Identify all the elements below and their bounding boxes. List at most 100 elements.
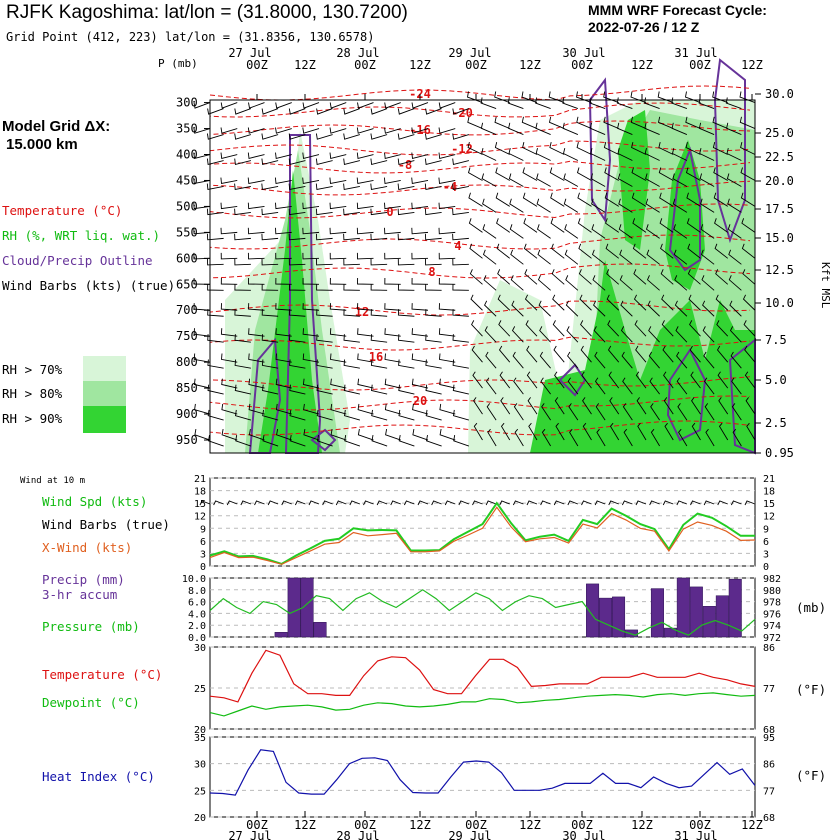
upper-wind-barb	[646, 275, 660, 291]
cloud-outline-8	[310, 428, 337, 452]
upper-wind-barb	[704, 403, 715, 421]
upper-wind-barb	[537, 275, 551, 291]
upper-wind-barb	[193, 202, 211, 210]
upper-wind-barb	[468, 192, 483, 207]
surface-wind-barb	[226, 500, 238, 506]
cloud-outline-2	[588, 77, 612, 223]
upper-wind-barb	[685, 141, 701, 155]
wind-panel-left-tick-label: 3	[200, 549, 206, 560]
upper-wind-barb	[481, 173, 497, 187]
upper-wind-barb	[357, 378, 374, 389]
upper-wind-barb	[220, 177, 238, 185]
upper-wind-barb	[438, 177, 456, 185]
xsec-frame	[209, 99, 756, 454]
upper-wind-barb	[569, 428, 579, 447]
upper-wind-barb	[471, 320, 483, 337]
upper-wind-barb	[330, 403, 347, 415]
upper-wind-barb	[452, 258, 469, 266]
upper-wind-barb	[594, 351, 606, 369]
temperature-contour-4	[209, 160, 751, 174]
upper-wind-barb	[536, 198, 551, 213]
upper-wind-barb	[316, 435, 333, 447]
upper-wind-barb	[617, 147, 633, 161]
upper-wind-barb	[356, 127, 374, 134]
top-day-label: 28 Jul	[336, 46, 379, 60]
upper-wind-barb	[288, 158, 306, 165]
upper-wind-barb	[716, 345, 729, 363]
upper-wind-barb	[289, 409, 306, 421]
upper-wind-barb	[700, 249, 715, 265]
precip-bar	[650, 588, 664, 638]
upper-wind-barb	[303, 403, 320, 415]
upper-wind-barb	[635, 371, 647, 389]
upper-wind-barb	[508, 147, 524, 161]
upper-wind-barb	[608, 371, 620, 389]
temperature-contour-label: -8	[398, 158, 412, 172]
surface-wind-barb	[403, 500, 415, 506]
upper-wind-barb	[648, 351, 660, 369]
upper-wind-barb	[397, 108, 415, 115]
upper-wind-barb	[235, 409, 251, 421]
upper-wind-barb	[206, 208, 224, 216]
upper-wind-barb	[728, 275, 742, 291]
upper-wind-barb	[248, 102, 265, 109]
upper-wind-barb	[193, 378, 211, 389]
upper-wind-barb	[703, 351, 715, 369]
upper-wind-barb	[535, 147, 551, 161]
upper-wind-barb	[703, 377, 715, 395]
height-tick-label: 20.0	[765, 174, 794, 188]
upper-wind-barb	[424, 208, 442, 216]
upper-wind-barb	[631, 167, 647, 181]
upper-wind-barb	[484, 326, 497, 343]
upper-wind-barb	[397, 208, 415, 216]
upper-wind-barb	[567, 377, 579, 395]
upper-wind-barb	[193, 328, 211, 337]
temperature-contour-11	[209, 376, 751, 391]
upper-wind-barb	[659, 218, 674, 233]
height-tick-label: 25.0	[765, 126, 794, 140]
upper-wind-barb	[193, 127, 211, 134]
legend-rh70-swatch	[83, 356, 126, 381]
upper-wind-barb	[398, 334, 415, 343]
upper-wind-barb	[535, 97, 551, 110]
upper-wind-barb	[343, 334, 360, 343]
upper-wind-barb	[605, 243, 620, 259]
upper-wind-barb	[302, 177, 320, 185]
upper-wind-barb	[438, 227, 456, 235]
upper-wind-barb	[247, 152, 265, 159]
upper-wind-barb	[745, 397, 756, 415]
wind-panel-right-tick-label: 21	[763, 474, 775, 485]
upper-wind-barb	[398, 409, 415, 421]
upper-wind-barb	[329, 127, 347, 134]
surface-wind-barb	[512, 500, 524, 506]
upper-wind-barb	[276, 429, 292, 441]
upper-wind-barb	[658, 141, 674, 155]
upper-wind-barb	[207, 309, 224, 317]
upper-wind-barb	[513, 377, 524, 395]
surface-wind-barb	[499, 500, 510, 506]
upper-wind-barb	[234, 309, 251, 317]
upper-wind-barb	[621, 351, 633, 369]
heat-right-tick-label: 68	[763, 813, 775, 824]
upper-wind-barb	[482, 249, 497, 265]
upper-wind-barb	[384, 252, 401, 260]
upper-wind-barb	[330, 353, 347, 363]
upper-wind-barb	[522, 141, 538, 155]
dewpoint-line	[209, 692, 756, 717]
upper-wind-barb	[603, 116, 619, 129]
upper-wind-barb	[484, 300, 497, 317]
upper-wind-barb	[370, 208, 388, 216]
surface-wind-barb	[254, 500, 265, 506]
upper-wind-barb	[206, 233, 224, 241]
upper-wind-barb	[705, 428, 715, 447]
precip-bar	[274, 632, 288, 638]
xwind-label: X-Wind (kts)	[42, 540, 133, 555]
upper-wind-barb	[220, 202, 238, 210]
upper-wind-barb	[453, 435, 470, 447]
upper-wind-barb	[329, 152, 347, 159]
upper-wind-barb	[329, 303, 347, 311]
upper-wind-barb	[549, 141, 565, 155]
upper-wind-barb	[289, 359, 306, 369]
upper-wind-barb	[288, 258, 306, 266]
temperature-contour-6	[209, 203, 751, 219]
